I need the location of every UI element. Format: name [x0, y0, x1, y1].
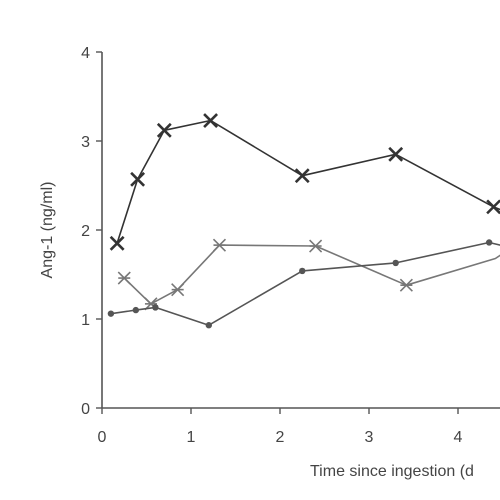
- series-line: [116, 119, 500, 244]
- data-point: [212, 238, 227, 252]
- y-tick-label: 3: [81, 134, 90, 151]
- data-point: [392, 259, 399, 267]
- data-point: [299, 267, 306, 275]
- data-point: [107, 310, 115, 317]
- data-point: [203, 113, 218, 128]
- data-point: [388, 146, 404, 162]
- y-tick-label: 1: [81, 312, 90, 329]
- x-tick-label: 4: [454, 429, 463, 446]
- data-point: [486, 199, 500, 215]
- data-point: [156, 122, 172, 138]
- x-tick-label: 3: [365, 429, 374, 446]
- data-point: [171, 283, 185, 297]
- y-tick-label: 0: [81, 401, 90, 418]
- x-tick-label: 0: [98, 429, 107, 446]
- series-2: [117, 238, 500, 311]
- data-point: [109, 235, 125, 251]
- data-point: [152, 304, 159, 311]
- axes: 0 1 2 3 4 0 1 2 3 4 Time since ingestion (d Ang-1 (…: [39, 45, 500, 480]
- series-3: [107, 239, 500, 329]
- data-point: [309, 239, 323, 253]
- x-tick-label: 1: [187, 429, 196, 446]
- series-1: [109, 113, 500, 251]
- data-point: [205, 322, 212, 329]
- data-point: [130, 171, 146, 187]
- data-point: [485, 239, 493, 246]
- y-tick-label: 4: [81, 45, 90, 62]
- y-axis-title: Ang-1 (ng/ml): [39, 182, 56, 279]
- series-line: [110, 241, 500, 326]
- x-tick-label: 2: [276, 429, 285, 446]
- series-line: [123, 244, 500, 305]
- data-point: [117, 271, 131, 285]
- data-point: [399, 278, 413, 292]
- data-point: [132, 306, 140, 314]
- data-point: [294, 168, 310, 184]
- series-layer: [107, 113, 500, 329]
- x-axis-title: Time since ingestion (d: [310, 463, 474, 480]
- y-tick-label: 2: [81, 223, 90, 240]
